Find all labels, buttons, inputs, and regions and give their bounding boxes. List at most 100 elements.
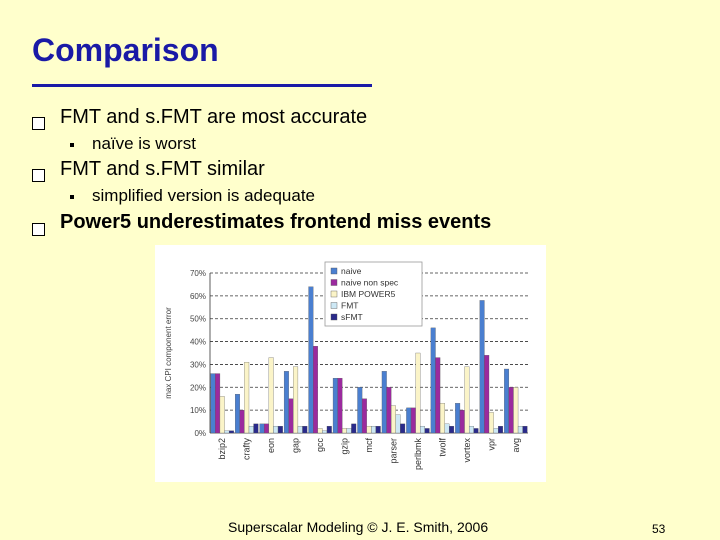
bar xyxy=(424,428,430,434)
x-tick-label: eon xyxy=(266,438,276,453)
bar xyxy=(513,387,519,434)
bar xyxy=(313,345,318,434)
y-tick-label: 50% xyxy=(190,315,206,324)
bar xyxy=(239,409,245,434)
legend-swatch xyxy=(330,313,338,321)
bar xyxy=(439,403,445,434)
x-tick-label: gcc xyxy=(315,438,325,453)
bar xyxy=(504,368,510,434)
bullet-1-sub-text: naïve is worst xyxy=(92,134,196,153)
bar xyxy=(337,377,343,434)
bar xyxy=(371,425,377,434)
y-tick-label: 70% xyxy=(190,269,206,278)
sub-bullet-dot-icon xyxy=(70,195,74,199)
y-tick-label: 20% xyxy=(190,383,206,392)
y-tick-label: 40% xyxy=(190,338,206,347)
bullet-box-icon xyxy=(32,223,45,236)
x-tick-label: twolf xyxy=(437,438,447,457)
legend-swatch xyxy=(330,279,338,286)
x-tick-label: parser xyxy=(388,438,398,464)
bar xyxy=(386,387,392,434)
title-underline xyxy=(32,84,372,87)
x-tick-label: gzip xyxy=(340,438,350,455)
bar xyxy=(391,405,396,434)
x-tick-label: mcf xyxy=(364,438,374,453)
bar xyxy=(410,407,416,434)
bar xyxy=(293,366,299,434)
bar xyxy=(346,428,352,434)
bar xyxy=(302,425,308,434)
bar xyxy=(444,423,450,434)
x-tick-label: vpr xyxy=(486,438,496,451)
bar xyxy=(253,423,259,434)
bar xyxy=(259,423,265,434)
bullet-2-sub-text: simplified version is adequate xyxy=(92,186,316,205)
bar xyxy=(273,425,279,434)
bar xyxy=(326,425,332,434)
legend-label: naive non spec xyxy=(341,278,399,288)
legend-label: IBM POWER5 xyxy=(341,289,396,299)
bar xyxy=(498,425,503,434)
bar xyxy=(332,377,338,434)
bar xyxy=(468,425,474,434)
bullet-box-icon xyxy=(32,169,45,182)
bar xyxy=(522,425,528,434)
x-tick-label: crafty xyxy=(242,438,252,461)
bullet-1-text: FMT and s.FMT are most accurate xyxy=(60,106,368,128)
bar xyxy=(215,373,221,434)
bar xyxy=(400,423,406,434)
legend-label: sFMT xyxy=(341,312,363,322)
bullet-3-text: Power5 underestimates frontend miss even… xyxy=(60,211,492,233)
bullet-box-icon xyxy=(32,117,45,130)
bar xyxy=(235,393,240,434)
y-tick-label: 0% xyxy=(194,429,206,438)
y-tick-label: 10% xyxy=(190,406,206,415)
bar xyxy=(288,398,294,434)
bar xyxy=(210,373,216,434)
x-tick-label: bzip2 xyxy=(217,438,227,460)
bar xyxy=(219,396,225,434)
bar xyxy=(435,357,441,434)
bar xyxy=(459,409,465,434)
bar xyxy=(357,387,363,434)
bar xyxy=(415,352,421,434)
x-tick-label: vortex xyxy=(462,438,472,463)
bar xyxy=(493,428,499,434)
bar xyxy=(449,425,455,434)
bar xyxy=(297,425,303,434)
bar xyxy=(308,286,314,434)
slide-title: Comparison xyxy=(32,32,219,68)
bar-chart: 0% 10% 20% 30% 40% 50% 60% 70% max CPI component… xyxy=(164,261,528,471)
x-tick-label: perlbmk xyxy=(413,438,423,471)
bar xyxy=(375,425,381,434)
bar xyxy=(430,327,436,434)
bar xyxy=(248,425,254,434)
x-tick-label: gap xyxy=(291,438,301,453)
bar xyxy=(395,414,401,434)
bar xyxy=(244,361,250,434)
sub-bullet-dot-icon xyxy=(70,143,74,147)
legend-label: FMT xyxy=(341,301,358,311)
bar xyxy=(517,425,523,434)
legend-swatch xyxy=(330,302,338,309)
footer-text: Superscalar Modeling © J. E. Smith, 2006 xyxy=(228,519,489,535)
bar xyxy=(508,387,514,434)
bar xyxy=(473,428,479,434)
bar xyxy=(322,430,328,434)
legend-swatch xyxy=(330,290,338,298)
bullet-2-text: FMT and s.FMT similar xyxy=(60,158,265,180)
bar xyxy=(228,430,234,434)
bar xyxy=(342,428,347,434)
bar xyxy=(268,357,274,434)
page-number: 53 xyxy=(652,522,666,536)
x-tick-label: avg xyxy=(511,438,521,453)
bar xyxy=(488,412,494,434)
bar xyxy=(381,371,387,434)
chart-container: 0% 10% 20% 30% 40% 50% 60% 70% max CPI component… xyxy=(155,245,546,482)
legend-box xyxy=(324,261,423,327)
y-axis-label: max CPI component error xyxy=(164,307,173,399)
y-tick-label: 60% xyxy=(190,292,206,301)
legend-label: naive xyxy=(341,266,362,276)
bar xyxy=(420,425,425,434)
bar xyxy=(366,425,372,434)
